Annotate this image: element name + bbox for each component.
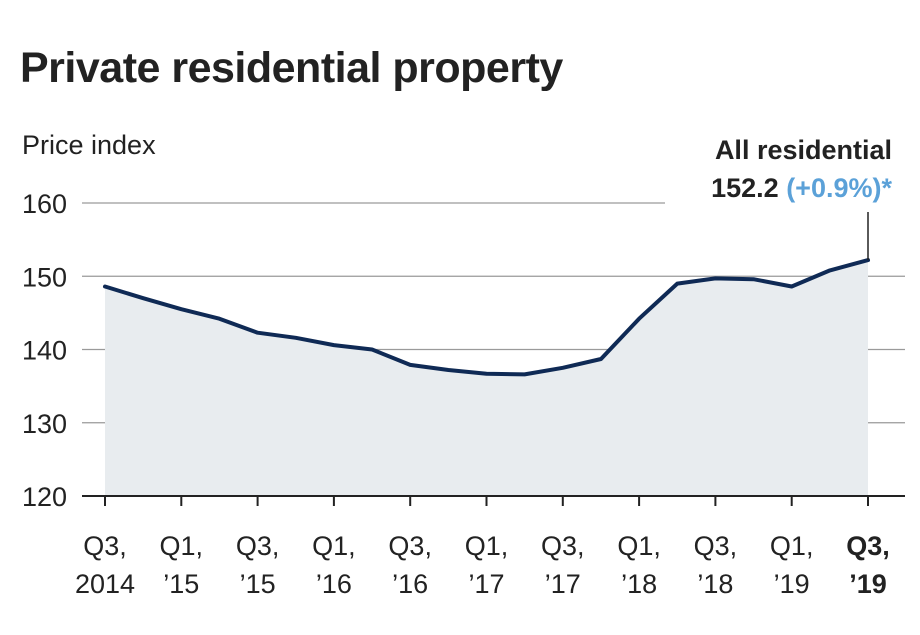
x-tick-label-3-line2: ’16 xyxy=(316,569,352,599)
series-line xyxy=(103,258,870,377)
x-tick-label-5-line2: ’17 xyxy=(468,569,504,599)
y-tick-label-140: 140 xyxy=(22,336,67,366)
chart-title: Private residential property xyxy=(20,44,563,92)
x-tick-label-3-line1: Q1, xyxy=(312,531,356,561)
x-tick-label-1-line1: Q1, xyxy=(160,531,204,561)
x-tick-label-1-line2: ’15 xyxy=(163,569,199,599)
x-tick-label-6-line2: ’17 xyxy=(545,569,581,599)
y-axis-label: Price index xyxy=(22,130,156,160)
x-tick-label-0-line1: Q3, xyxy=(83,531,127,561)
x-tick-label-9-line2: ’19 xyxy=(774,569,810,599)
y-tick-label-130: 130 xyxy=(22,409,67,439)
area-fill xyxy=(105,260,868,496)
x-tick-label-10-line1: Q3, xyxy=(846,531,890,561)
y-tick-label-160: 160 xyxy=(22,189,67,219)
x-tick-label-0-line2: 2014 xyxy=(75,569,135,599)
callout-change: (+0.9%)* xyxy=(786,173,892,203)
y-tick-labels: 120 130 140 150 160 xyxy=(22,189,67,512)
x-tick-label-2-line1: Q3, xyxy=(236,531,280,561)
y-tick-label-120: 120 xyxy=(22,482,67,512)
callout-label: All residential xyxy=(714,135,892,165)
x-tick-label-10-line2: ’19 xyxy=(849,569,887,599)
x-tick-label-9-line1: Q1, xyxy=(770,531,814,561)
x-tick-label-4-line2: ’16 xyxy=(392,569,428,599)
callout-value: 152.2 xyxy=(711,173,779,203)
x-tick-label-8-line1: Q3, xyxy=(694,531,738,561)
x-axis: Q3, 2014 Q1, ’15 Q3, ’15 Q1, ’16 Q3, ’16 Q1, ’17 Q3,… xyxy=(75,495,905,599)
x-tick-label-2-line2: ’15 xyxy=(240,569,276,599)
x-tick-label-7-line2: ’18 xyxy=(621,569,657,599)
x-tick-label-5-line1: Q1, xyxy=(465,531,509,561)
x-tick-label-6-line1: Q3, xyxy=(541,531,585,561)
x-tick-label-4-line1: Q3, xyxy=(388,531,432,561)
callout: All residential 152.2 (+0.9%)* xyxy=(711,131,892,207)
callout-value-line: 152.2 (+0.9%)* xyxy=(711,169,892,207)
x-tick-label-7-line1: Q1, xyxy=(617,531,661,561)
x-tick-label-8-line2: ’18 xyxy=(697,569,733,599)
y-tick-label-150: 150 xyxy=(22,262,67,292)
